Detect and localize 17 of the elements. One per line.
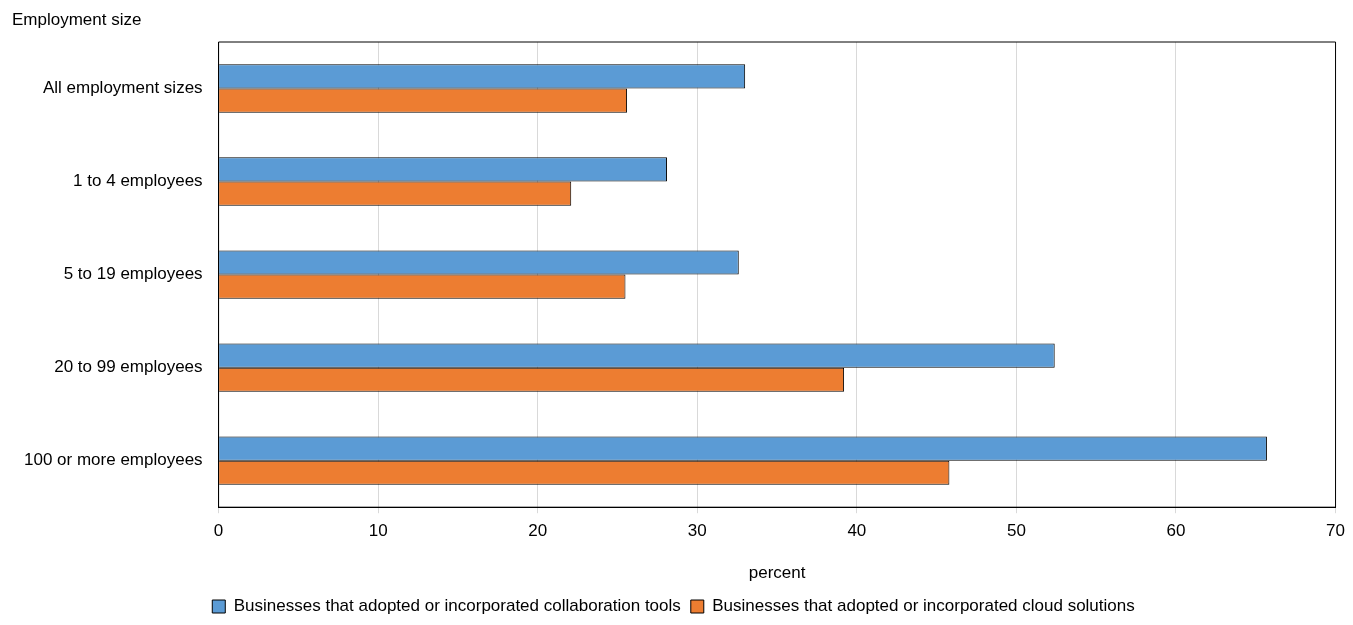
- x-tick-label: 50: [1006, 521, 1026, 541]
- x-tick-label: 20: [528, 521, 548, 541]
- x-tick-label: 30: [687, 521, 707, 541]
- y-tick-label: 100 or more employees: [24, 450, 203, 470]
- x-tick-label: 70: [1326, 521, 1346, 541]
- x-tick-label: 10: [368, 521, 388, 541]
- x-tick-label: 0: [213, 521, 224, 541]
- y-tick-label: 20 to 99 employees: [54, 357, 203, 377]
- legend-label: Businesses that adopted or incorporated collaboration tools: [233, 596, 681, 616]
- y-tick-label: 5 to 19 employees: [63, 264, 203, 284]
- x-tick-label: 40: [847, 521, 867, 541]
- y-axis-title: Employment size: [12, 10, 142, 30]
- x-tick-label: 60: [1166, 521, 1186, 541]
- legend-label: Businesses that adopted or incorporated cloud solutions: [712, 596, 1135, 616]
- x-axis-title: percent: [748, 563, 806, 583]
- y-tick-label: All employment sizes: [42, 78, 203, 98]
- y-tick-label: 1 to 4 employees: [73, 171, 203, 191]
